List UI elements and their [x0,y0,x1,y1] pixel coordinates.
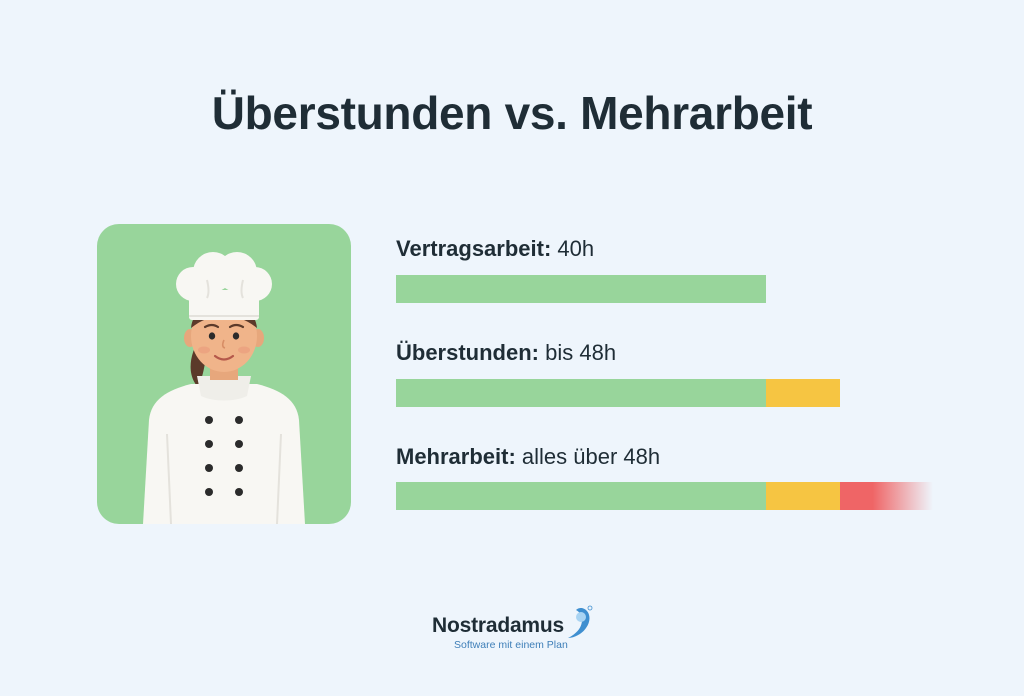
brand-tagline: Software mit einem Plan [454,639,568,651]
yellow-segment [766,379,840,407]
brand-comet-icon [568,605,593,638]
row-label-value: alles über 48h [515,444,661,469]
row-label-vertragsarbeit: Vertragsarbeit: 40h [396,236,594,262]
bar-vertragsarbeit [396,275,766,303]
red-segment [840,482,933,510]
green-segment [396,482,766,510]
row-label-ueberstunden: Überstunden: bis 48h [396,340,616,366]
row-label-bold: Vertragsarbeit: [396,236,552,261]
chef-icon [143,252,305,524]
page-title: Überstunden vs. Mehrarbeit [211,87,813,139]
row-label-value: bis 48h [539,340,617,365]
brand-logo: Nostradamus Software mit einem Plan [432,605,602,654]
row-label-mehrarbeit: Mehrarbeit: alles über 48h [396,444,660,470]
bar-ueberstunden [396,379,840,407]
bar-mehrarbeit [396,482,933,510]
row-label-bold: Mehrarbeit: [396,444,516,469]
green-segment [396,275,766,303]
row-label-bold: Überstunden: [396,340,539,365]
yellow-segment [766,482,840,510]
brand-name: Nostradamus [432,614,565,637]
green-segment [396,379,766,407]
chef-illustration [97,224,351,524]
row-label-value: 40h [551,236,595,261]
